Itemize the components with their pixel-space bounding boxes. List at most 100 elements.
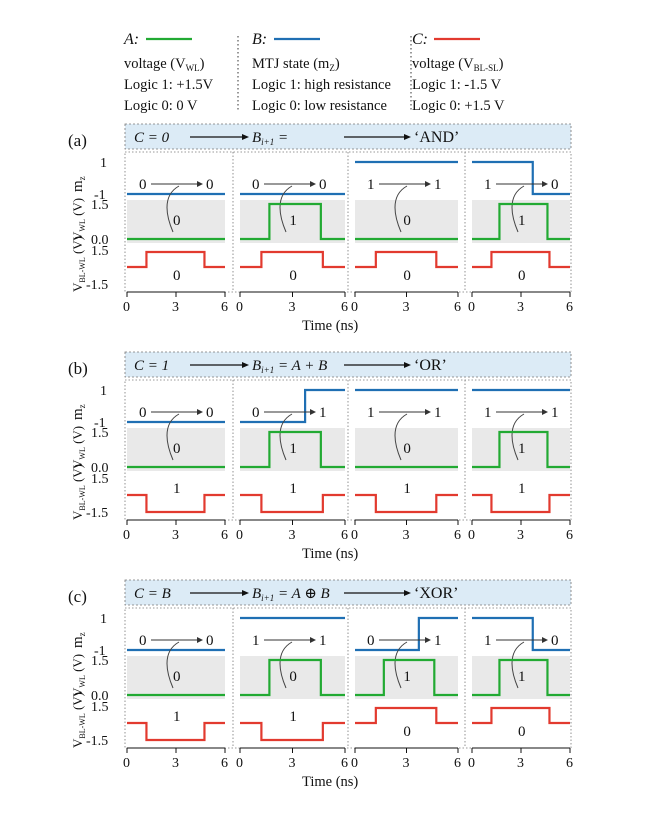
legend-var-A: A: xyxy=(123,31,139,48)
time-tick-label: 0 xyxy=(351,300,358,315)
mz-axis-label: mz xyxy=(70,176,87,192)
legend-desc-A: voltage (VWL) xyxy=(124,56,205,73)
vwl-value-text: 1 xyxy=(289,441,297,457)
vwl-tick-low: 0.0 xyxy=(91,233,109,248)
time-tick-label: 3 xyxy=(172,756,179,771)
header-equation: Bi+1 = A ⊕ B xyxy=(252,586,330,603)
mtj-from-text: 0 xyxy=(139,633,147,649)
mtj-arrowhead xyxy=(542,181,548,187)
pointer-curve xyxy=(279,413,293,461)
time-tick-label: 6 xyxy=(341,528,348,543)
mtj-arrowhead xyxy=(197,637,203,643)
legend-desc-C: voltage (VBL-SL) xyxy=(412,56,504,73)
vbl-trace xyxy=(355,706,458,725)
pointer-curve xyxy=(394,185,408,233)
time-tick-label: 6 xyxy=(221,300,228,315)
vbl-trace xyxy=(355,250,458,269)
mtj-from-text: 1 xyxy=(367,405,375,421)
time-tick-label: 6 xyxy=(221,528,228,543)
vwl-axis-label: VWL (V) xyxy=(70,654,87,697)
vbl-trace xyxy=(127,493,225,514)
time-tick-label: 3 xyxy=(403,528,410,543)
panel-label: (a) xyxy=(68,131,87,150)
vwl-shade xyxy=(127,656,225,699)
mtj-to-text: 1 xyxy=(434,405,442,421)
xaxis-title: Time (ns) xyxy=(302,774,358,790)
legend-logic0-B: Logic 0: low resistance xyxy=(252,98,387,114)
pointer-curve xyxy=(394,641,408,689)
mtj-to-text: 0 xyxy=(206,633,214,649)
vwl-value-text: 0 xyxy=(173,441,181,457)
mtj-arrowhead xyxy=(542,637,548,643)
header-arrowhead-2 xyxy=(404,362,411,368)
time-tick-label: 6 xyxy=(221,756,228,771)
panel-frame xyxy=(124,607,572,749)
vbl-value-text: 1 xyxy=(403,481,411,497)
header-arrowhead xyxy=(242,134,249,140)
vwl-shade xyxy=(240,656,345,699)
vwl-value-text: 1 xyxy=(403,669,411,685)
pointer-curve xyxy=(279,641,293,689)
vwl-shade xyxy=(472,656,570,699)
time-tick-label: 6 xyxy=(341,300,348,315)
time-tick-label: 6 xyxy=(566,528,573,543)
vbl-tick-high: 1.5 xyxy=(91,700,109,715)
mz-axis-label: mz xyxy=(70,404,87,420)
mtj-arrowhead xyxy=(542,409,548,415)
mz-tick-high: 1 xyxy=(100,384,107,399)
legend-logic1-C: Logic 1: -1.5 V xyxy=(412,77,502,93)
header-condition: C = B xyxy=(134,586,171,602)
vwl-shade xyxy=(472,428,570,471)
panel-label: (b) xyxy=(68,359,88,378)
mtj-trace xyxy=(355,616,458,652)
vbl-trace xyxy=(472,250,570,269)
vbl-axis-label: VBL-WL (V) xyxy=(70,464,87,520)
header-arrowhead xyxy=(242,362,249,368)
vwl-tick-high: 1.5 xyxy=(91,198,109,213)
time-tick-label: 3 xyxy=(517,756,524,771)
time-tick-label: 0 xyxy=(236,756,243,771)
pointer-curve xyxy=(511,185,525,233)
time-tick-label: 0 xyxy=(468,756,475,771)
mtj-from-text: 1 xyxy=(484,633,492,649)
mtj-from-text: 1 xyxy=(252,633,260,649)
header-result: ‘AND’ xyxy=(414,129,459,146)
vwl-trace xyxy=(240,658,345,697)
legend-logic0-C: Logic 0: +1.5 V xyxy=(412,98,505,114)
xaxis-title: Time (ns) xyxy=(302,318,358,334)
vbl-trace xyxy=(472,493,570,514)
vwl-value-text: 0 xyxy=(289,669,297,685)
case-0: 0 0 0 0 0 3 6 xyxy=(123,177,228,315)
vbl-value-text: 1 xyxy=(173,481,181,497)
time-tick-label: 6 xyxy=(454,528,461,543)
vwl-shade xyxy=(355,200,458,243)
mz-tick-high: 1 xyxy=(100,612,107,627)
time-tick-label: 3 xyxy=(289,300,296,315)
vbl-trace xyxy=(355,493,458,514)
mtj-from-text: 0 xyxy=(252,177,260,193)
time-tick-label: 0 xyxy=(123,756,130,771)
pointer-curve xyxy=(166,185,180,233)
time-tick-label: 0 xyxy=(351,756,358,771)
mtj-arrowhead xyxy=(310,637,316,643)
vbl-trace xyxy=(472,706,570,725)
panel-label: (c) xyxy=(68,587,87,606)
time-tick-label: 3 xyxy=(403,300,410,315)
mz-tick-low: -1 xyxy=(94,644,106,659)
vwl-value-text: 1 xyxy=(518,441,526,457)
header-condition: C = 1 xyxy=(134,358,169,374)
vbl-value-text: 1 xyxy=(518,481,526,497)
vbl-trace xyxy=(240,250,345,269)
mtj-from-text: 0 xyxy=(139,405,147,421)
vwl-tick-low: 0.0 xyxy=(91,461,109,476)
pointer-curve xyxy=(279,185,293,233)
vwl-value-text: 1 xyxy=(289,213,297,229)
vwl-shade xyxy=(355,428,458,471)
mtj-to-text: 1 xyxy=(319,633,327,649)
panel-frame xyxy=(124,151,572,293)
pointer-curve xyxy=(166,641,180,689)
header-result: ‘XOR’ xyxy=(414,585,458,602)
pointer-curve xyxy=(166,413,180,461)
vbl-trace xyxy=(240,721,345,742)
time-tick-label: 3 xyxy=(289,528,296,543)
